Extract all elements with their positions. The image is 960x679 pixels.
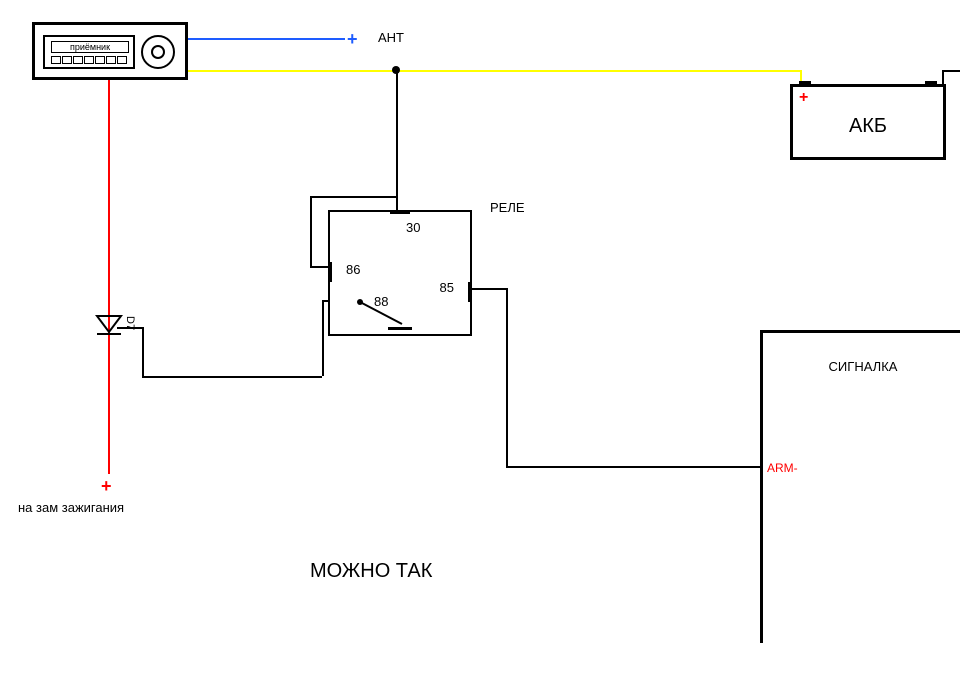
alarm-label: СИГНАЛКА (763, 359, 960, 374)
ignition-label: на зам зажигания (18, 500, 124, 515)
relay-pin-30: 30 (406, 220, 420, 235)
battery-box: + АКБ (790, 84, 946, 160)
alarm-box: СИГНАЛКА ARM- (760, 330, 960, 643)
diode-icon (94, 314, 124, 342)
wire-relay86_h1 (310, 266, 330, 268)
alarm-arm-label: ARM- (767, 461, 798, 475)
wire-relay86_h2 (310, 196, 396, 198)
diode-label: D7 (124, 316, 136, 330)
wire-batt_neg_h (942, 70, 960, 72)
receiver-box: приёмник (32, 22, 188, 80)
wire-yellow_main (182, 70, 802, 72)
bottom-caption: МОЖНО ТАК (310, 560, 432, 583)
wire-relay88_v2 (142, 327, 144, 378)
relay-box: 30 86 85 88 (328, 210, 472, 336)
wire-relay86_v (310, 196, 312, 266)
antenna-label: АНТ (378, 30, 404, 45)
wire-relay88_h2 (142, 376, 322, 378)
wire-relay30_v (396, 70, 398, 210)
wire-red_ign_v (108, 74, 110, 474)
wire-relay85_to_arm (506, 466, 762, 468)
receiver-label: приёмник (51, 41, 129, 53)
relay-pin-85: 85 (440, 280, 454, 295)
wire-relay85_h (466, 288, 506, 290)
junction-dot (392, 66, 400, 74)
wire-ant_blue (182, 38, 345, 40)
diagram-canvas: приёмник + АНТ + АКБ 30 86 (0, 0, 960, 679)
battery-plus-icon: + (799, 89, 808, 107)
relay-pin-86: 86 (346, 262, 360, 277)
ignition-plus-icon: + (101, 476, 112, 497)
wire-relay88_v1 (322, 300, 324, 376)
antenna-plus-icon: + (347, 29, 358, 50)
battery-label: АКБ (793, 115, 943, 138)
relay-label: РЕЛЕ (490, 200, 525, 215)
wire-relay85_v (506, 288, 508, 466)
